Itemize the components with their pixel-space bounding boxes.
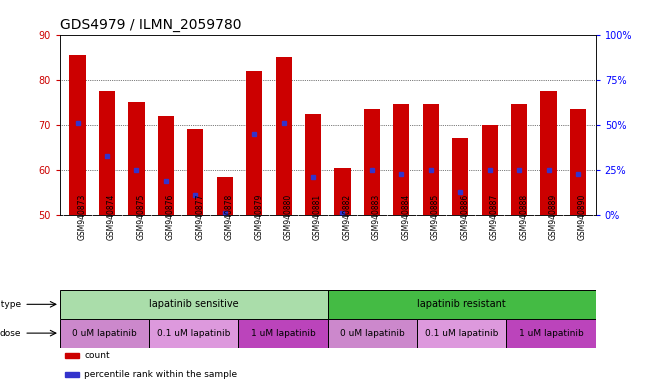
- Bar: [417, 319, 506, 348]
- Bar: [65, 372, 79, 377]
- Text: GSM940875: GSM940875: [137, 194, 145, 240]
- Text: lapatinib resistant: lapatinib resistant: [417, 299, 506, 310]
- Text: GSM940876: GSM940876: [166, 194, 175, 240]
- Bar: [570, 109, 586, 215]
- Text: dose: dose: [0, 329, 21, 338]
- Text: 1 uM lapatinib: 1 uM lapatinib: [519, 329, 583, 338]
- Bar: [393, 104, 409, 215]
- Bar: [65, 353, 79, 358]
- Bar: [275, 57, 292, 215]
- Text: GSM940878: GSM940878: [225, 194, 234, 240]
- Bar: [335, 168, 351, 215]
- Bar: [238, 319, 328, 348]
- Bar: [540, 91, 557, 215]
- Text: 1 uM lapatinib: 1 uM lapatinib: [251, 329, 316, 338]
- Bar: [364, 109, 380, 215]
- Bar: [511, 104, 527, 215]
- Text: 0.1 uM lapatinib: 0.1 uM lapatinib: [425, 329, 499, 338]
- Bar: [217, 177, 233, 215]
- Bar: [60, 319, 149, 348]
- Text: GSM940882: GSM940882: [342, 194, 352, 240]
- Text: GSM940890: GSM940890: [578, 194, 587, 240]
- Bar: [149, 319, 238, 348]
- Bar: [482, 125, 498, 215]
- Bar: [328, 290, 596, 319]
- Bar: [158, 116, 174, 215]
- Bar: [99, 91, 115, 215]
- Text: GSM940889: GSM940889: [549, 194, 557, 240]
- Text: GSM940886: GSM940886: [460, 194, 469, 240]
- Text: lapatinib sensitive: lapatinib sensitive: [149, 299, 239, 310]
- Bar: [305, 114, 321, 215]
- Text: count: count: [84, 351, 109, 360]
- Text: cell type: cell type: [0, 300, 21, 309]
- Bar: [506, 319, 596, 348]
- Text: GSM940887: GSM940887: [490, 194, 499, 240]
- Text: GSM940879: GSM940879: [254, 194, 263, 240]
- Bar: [328, 319, 417, 348]
- Bar: [60, 290, 328, 319]
- Bar: [422, 104, 439, 215]
- Bar: [128, 102, 145, 215]
- Text: GSM940888: GSM940888: [519, 194, 528, 240]
- Text: GSM940884: GSM940884: [402, 194, 410, 240]
- Text: percentile rank within the sample: percentile rank within the sample: [84, 370, 237, 379]
- Text: GSM940874: GSM940874: [107, 194, 116, 240]
- Text: GSM940873: GSM940873: [77, 194, 87, 240]
- Bar: [246, 71, 262, 215]
- Text: GSM940880: GSM940880: [284, 194, 292, 240]
- Text: GSM940883: GSM940883: [372, 194, 381, 240]
- Text: 0.1 uM lapatinib: 0.1 uM lapatinib: [157, 329, 230, 338]
- Text: GSM940885: GSM940885: [431, 194, 440, 240]
- Text: 0 uM lapatinib: 0 uM lapatinib: [72, 329, 137, 338]
- Text: 0 uM lapatinib: 0 uM lapatinib: [340, 329, 405, 338]
- Bar: [187, 129, 203, 215]
- Bar: [452, 138, 468, 215]
- Bar: [70, 55, 86, 215]
- Text: GSM940881: GSM940881: [313, 194, 322, 240]
- Text: GDS4979 / ILMN_2059780: GDS4979 / ILMN_2059780: [60, 18, 242, 32]
- Text: GSM940877: GSM940877: [195, 194, 204, 240]
